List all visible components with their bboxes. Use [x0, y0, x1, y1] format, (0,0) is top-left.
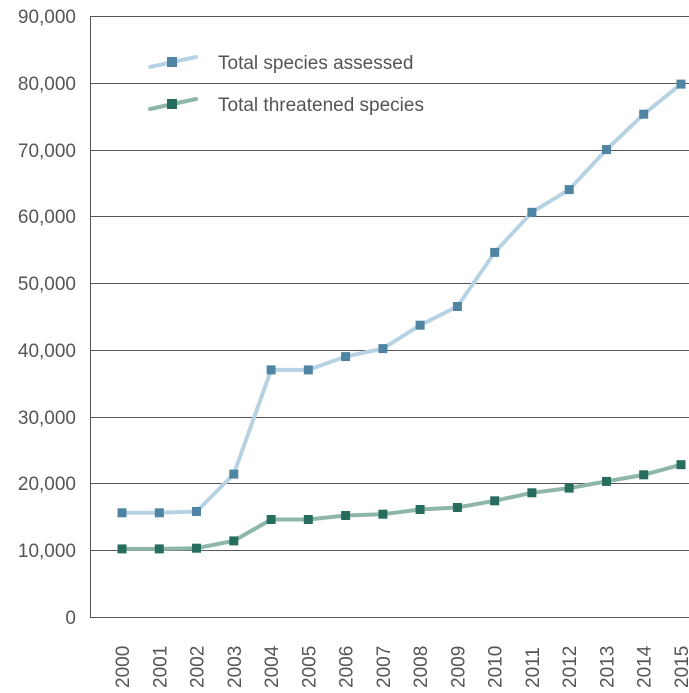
y-tick-label: 60,000 [18, 207, 76, 228]
x-tick-label: 2005 [299, 646, 320, 688]
data-point [564, 185, 574, 195]
data-point [452, 503, 462, 512]
data-point [303, 515, 313, 524]
x-tick-label: 2014 [635, 645, 656, 688]
data-point [341, 511, 351, 520]
data-point [117, 508, 127, 518]
data-point [378, 509, 388, 519]
legend-label: Total species assessed [218, 53, 413, 74]
y-tick-label: 70,000 [18, 141, 76, 162]
x-tick-label: 2009 [448, 646, 469, 688]
data-point [192, 507, 201, 516]
data-point [154, 544, 164, 554]
data-point [490, 496, 500, 506]
y-tick-label: 10,000 [18, 541, 76, 562]
legend-item: Total species assessed [148, 53, 413, 74]
series-line [120, 462, 683, 551]
data-point [378, 344, 388, 354]
data-point [452, 302, 462, 311]
axes [90, 16, 689, 618]
data-point [639, 470, 649, 480]
x-tick-label: 2007 [374, 646, 395, 688]
x-tick-label: 2012 [560, 646, 581, 688]
y-tick-label: 20,000 [18, 474, 76, 495]
series-line [120, 82, 683, 515]
x-tick-label: 2001 [150, 646, 171, 688]
y-tick-label: 80,000 [18, 74, 76, 95]
data-point [117, 544, 127, 554]
x-tick-label: 2008 [411, 646, 432, 688]
x-tick-label: 2002 [188, 646, 209, 688]
legend-item: Total threatened species [148, 95, 424, 116]
x-tick-label: 2004 [262, 645, 283, 688]
data-point [602, 145, 611, 155]
y-tick-label: 50,000 [18, 274, 76, 295]
data-point [303, 365, 313, 375]
data-point [266, 515, 276, 524]
legend-label: Total threatened species [218, 95, 424, 116]
y-tick-label: 30,000 [18, 408, 76, 429]
y-axis-ticks: 0 10,000 20,000 30,000 40,000 50,000 60,000 70,… [18, 7, 76, 629]
x-tick-label: 2015 [672, 646, 689, 688]
data-point [266, 365, 276, 375]
series-2 [117, 460, 686, 554]
x-tick-label: 2000 [113, 646, 134, 688]
y-tick-label: 0 [65, 608, 76, 629]
legend-swatch-marker [167, 57, 177, 67]
legend: Total species assessed Total threatened s… [148, 53, 424, 116]
y-tick-label: 90,000 [18, 7, 76, 28]
x-tick-label: 2013 [597, 646, 618, 688]
data-point [192, 543, 201, 553]
data-point [602, 476, 611, 486]
data-point [490, 247, 500, 257]
data-point [415, 320, 425, 330]
series-1 [117, 79, 686, 518]
legend-swatch-marker [167, 99, 177, 109]
data-point [415, 505, 425, 514]
data-point [527, 207, 537, 217]
x-tick-label: 2006 [337, 646, 358, 688]
y-tick-label: 40,000 [18, 341, 76, 362]
data-point [639, 109, 649, 119]
data-point [341, 352, 351, 362]
data-point [229, 536, 239, 546]
x-tick-label: 2010 [486, 646, 507, 688]
x-axis-ticks: 2000 2001 2002 2003 2004 2005 2006 2007 2008 2009… [113, 645, 689, 688]
x-tick-label: 2003 [225, 646, 246, 688]
series [117, 79, 686, 554]
data-point [229, 469, 239, 479]
data-point [676, 460, 686, 470]
data-point [154, 508, 164, 518]
x-tick-label: 2011 [523, 647, 544, 688]
data-point [564, 483, 574, 493]
data-point [676, 79, 686, 89]
data-point [527, 488, 537, 498]
grid-lines [90, 16, 689, 551]
